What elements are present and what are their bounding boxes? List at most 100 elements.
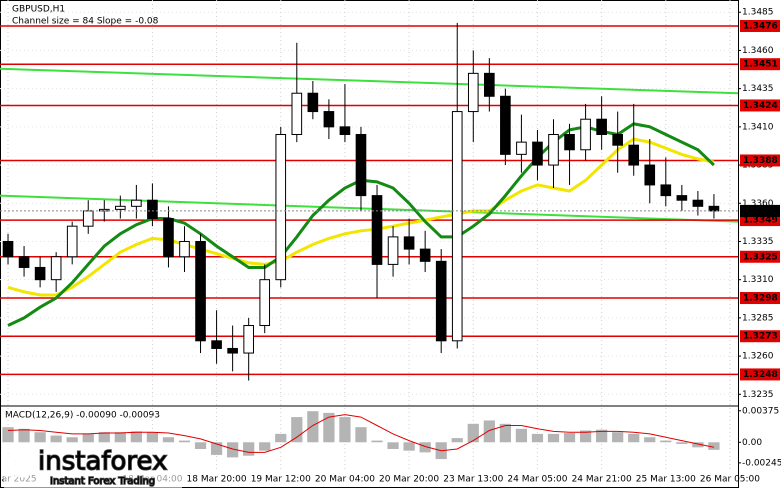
y-tick-label: 1.3360 [742,199,774,209]
level-label: 1.3388 [743,156,778,166]
watermark-brand: instaforex [38,447,167,477]
y-tick-label: 0.00375 [742,406,779,416]
macd-bar [403,442,415,451]
x-tick-label: 18 Mar 20:00 [187,475,247,485]
macd-bar [644,437,656,443]
macd-bar [178,440,191,443]
candle-body [516,141,527,155]
x-tick-label: 25 Mar 13:00 [636,475,696,485]
macd-bar [596,429,608,443]
macd-bar [547,433,560,443]
macd-bar [612,432,624,443]
candle-body [500,95,511,155]
channel-line [0,67,739,95]
x-tick-label: 19 Mar 12:00 [251,475,311,485]
watermark-logo [7,448,37,478]
macd-bar [531,433,544,443]
candle-body [243,325,254,354]
candle-body [371,195,383,265]
candle-body [291,92,303,135]
macd-bar [467,423,479,443]
y-tick-label: 1.3285 [742,313,774,323]
level-box [740,292,780,305]
candle-body [580,118,591,151]
candle-body [419,248,431,262]
x-tick-label: 26 Mar 05:00 [700,475,760,485]
candle-body [66,225,78,258]
level-label: 1.3451 [743,60,778,70]
y-tick-label: 1.3485 [742,8,774,18]
level-label: 1.3325 [743,252,778,262]
moving-average [7,137,715,297]
x-tick-label: 20 Mar 20:00 [379,475,439,485]
macd-bar [499,423,511,443]
macd-bar [18,428,30,443]
macd-bar [483,420,495,443]
candle-body [211,340,222,349]
macd-bar [82,433,94,443]
macd-bar [2,427,14,443]
y-tick-label: 1.3235 [742,390,774,400]
candle-body [451,111,463,342]
level-box [740,154,780,167]
x-tick-label: 20 Mar 04:00 [315,475,375,485]
y-tick-label: 0.00 [742,438,762,448]
macd-bar [708,442,720,450]
candle-body [467,72,479,113]
macd-bar [692,442,704,448]
level-box [740,99,780,112]
macd-bar [676,442,688,444]
macd-bar [66,437,78,443]
candle-body [147,199,158,220]
candle-body [532,141,543,166]
macd-bar [339,417,351,443]
candle-body [660,184,672,197]
macd-bar [162,437,175,443]
candle-body [339,126,351,135]
level-label: 1.3298 [743,294,778,304]
level-label: 1.3273 [743,332,778,342]
macd-bar [50,435,62,443]
candle-body [387,236,399,265]
macd-bar [259,442,271,451]
candle-body [179,240,190,258]
macd-bar [291,417,303,443]
macd-bar [419,442,431,453]
candle-body [131,199,142,207]
candle-body [435,260,447,342]
candle-body [676,195,688,201]
candle-body [692,199,704,207]
level-label: 1.3476 [743,21,778,31]
watermark-tagline: Instant Forex Trading [50,476,155,487]
macd-bar [579,430,592,443]
candle-body [34,266,46,281]
macd-bar [210,442,223,455]
level-box [740,214,780,227]
y-tick-label: 1.3260 [742,352,774,362]
macd-bar [34,432,46,443]
macd-bar [130,431,142,443]
candle-body [323,111,335,128]
y-tick-label: 1.3335 [742,237,774,247]
y-tick-label: 1.3460 [742,46,774,56]
level-label: 1.3349 [743,216,778,226]
candle-body [596,118,607,135]
x-tick-label: 24 Mar 05:00 [507,475,567,485]
channel-info: Channel size = 84 Slope = -0.08 [12,17,159,27]
candle-body [564,133,575,151]
candle-body [195,240,206,342]
candle-body [82,210,94,227]
level-box [740,58,780,71]
candle-body [548,133,559,166]
candle-body [612,133,623,146]
y-tick-label: -0.00245 [742,458,781,468]
candle-body [403,236,415,250]
candle-body [18,256,30,268]
channel-line [0,194,739,223]
macd-bar [307,411,319,443]
candle-body [708,205,720,212]
level-label: 1.3248 [743,370,778,380]
macd-bar [227,442,239,458]
candle-body [644,164,656,186]
level-box [740,368,780,381]
